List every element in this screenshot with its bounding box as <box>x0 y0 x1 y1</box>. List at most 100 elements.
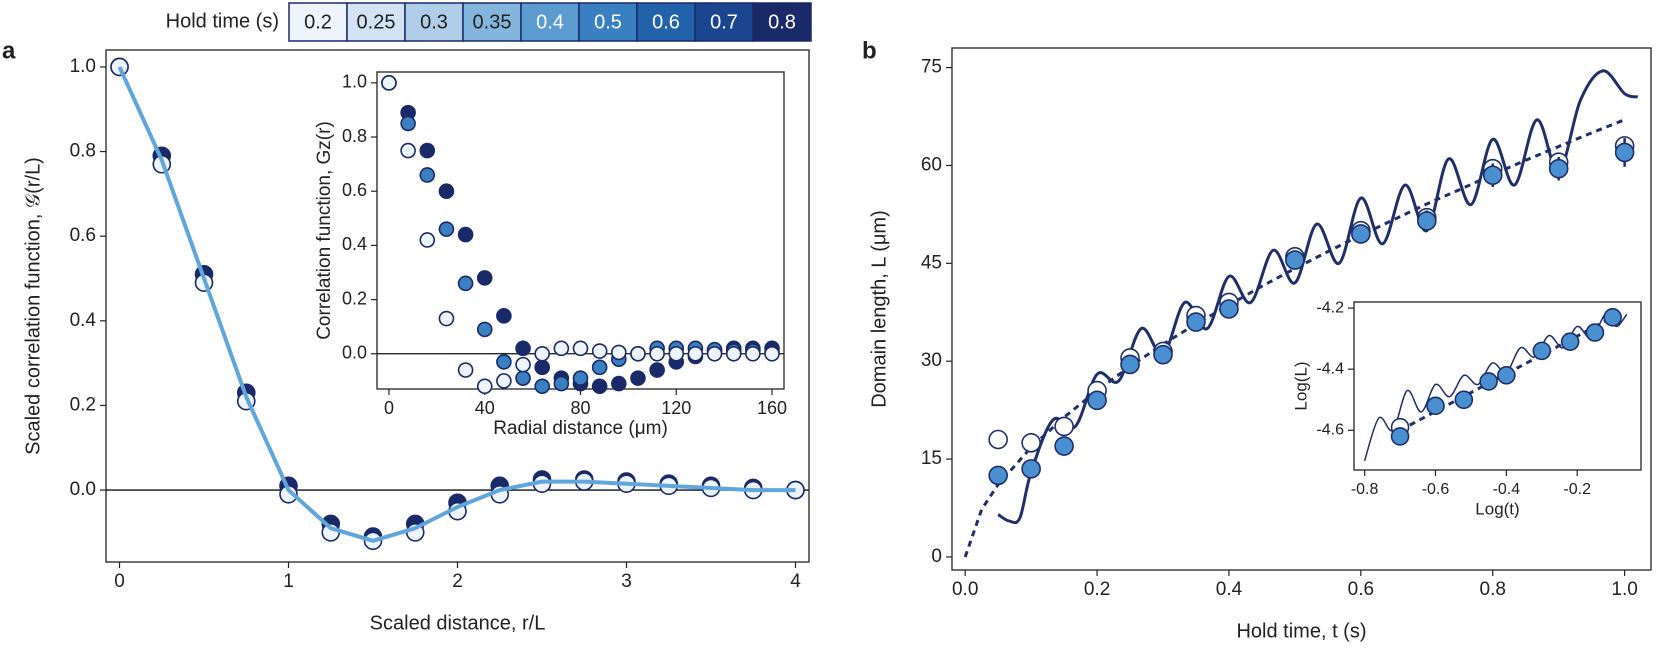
data-point <box>988 465 1008 486</box>
data-point <box>1186 312 1206 332</box>
data-point <box>745 345 761 362</box>
data-point <box>649 362 665 378</box>
colorbar-cell <box>404 2 464 42</box>
x-tick-label: -0.4 <box>1493 481 1521 498</box>
data-point <box>611 344 627 361</box>
data-line <box>997 69 1639 525</box>
data-point <box>476 378 493 395</box>
data-point <box>1021 432 1041 453</box>
data-point <box>764 345 780 362</box>
data-point <box>476 321 493 338</box>
data-point <box>400 142 416 159</box>
data-point <box>515 370 531 386</box>
colorbar-label: 0.7 <box>710 11 738 33</box>
data-point <box>1614 142 1635 163</box>
y-tick-label: 0.8 <box>342 126 367 146</box>
y-tick-label: 75 <box>921 57 942 78</box>
panel-letter: b <box>862 37 877 64</box>
y-tick-label: 0.4 <box>70 310 97 331</box>
x-tick-label: 0 <box>384 398 394 418</box>
data-point <box>476 270 493 286</box>
data-point <box>591 343 608 359</box>
y-tick-label: 0.4 <box>342 234 367 254</box>
y-tick-label: -4.4 <box>1316 360 1344 377</box>
data-point <box>1390 427 1410 446</box>
y-tick-label: 15 <box>921 448 942 469</box>
data-point <box>419 232 436 248</box>
data-point <box>1054 416 1074 437</box>
y-tick-label: 0.8 <box>70 141 96 162</box>
data-point <box>534 359 550 376</box>
data-point <box>110 57 129 77</box>
x-tick-label: 40 <box>475 398 495 418</box>
data-point <box>1454 390 1474 410</box>
data-point <box>457 275 474 292</box>
data-point <box>515 356 531 373</box>
colorbar-title: Hold time (s) <box>166 10 279 32</box>
x-axis-label: Log(t) <box>1475 499 1519 518</box>
data-point <box>1219 299 1239 319</box>
data-point <box>1054 436 1074 456</box>
x-tick-label: 0.8 <box>1480 579 1506 600</box>
colorbar-label: 0.25 <box>357 11 396 33</box>
data-point <box>1153 344 1173 365</box>
data-point <box>706 345 723 362</box>
data-point <box>496 373 512 389</box>
data-point <box>515 340 531 357</box>
y-tick-label: 0 <box>931 546 942 567</box>
x-axis-label: Hold time, t (s) <box>1236 620 1366 642</box>
data-point <box>553 340 570 357</box>
y-tick-label: 45 <box>921 252 942 273</box>
y-tick-label: 60 <box>921 154 942 175</box>
colorbar-label: 0.2 <box>304 11 332 33</box>
y-tick-label: 1.0 <box>342 72 367 92</box>
panel-1: 0 40 80 120 160 0.0 0.2 0.4 0.6 0.8 1.0 Radial dist… <box>314 71 787 439</box>
data-point <box>457 362 474 378</box>
y-tick-label: 0.2 <box>70 394 96 415</box>
x-tick-label: 0.0 <box>952 579 978 600</box>
x-tick-label: 0 <box>114 571 125 592</box>
colorbar-cell <box>636 2 696 42</box>
x-tick-label: -0.6 <box>1422 481 1450 498</box>
data-point <box>1285 250 1305 270</box>
data-point <box>1351 224 1371 244</box>
x-tick-label: 1.0 <box>1611 579 1637 600</box>
data-point <box>438 221 455 237</box>
y-tick-label: 1.0 <box>70 56 96 77</box>
x-tick-label: -0.8 <box>1351 481 1379 498</box>
y-axis-label: Correlation function, Gz(r) <box>314 121 335 340</box>
colorbar-label: 0.6 <box>652 11 680 33</box>
data-point <box>400 115 416 132</box>
panel-3: -0.8 -0.6 -0.4 -0.2 -4.6 -4.4 -4.2 Log(t) Log(L) <box>1291 299 1642 518</box>
y-tick-label: 0.2 <box>342 288 367 308</box>
data-point <box>1021 459 1041 479</box>
data-point <box>668 345 685 362</box>
panel-letter: a <box>2 37 16 64</box>
data-point <box>1479 372 1498 391</box>
colorbar-cell <box>520 2 580 42</box>
data-point <box>1532 341 1552 361</box>
x-tick-label: 3 <box>621 571 632 592</box>
data-point <box>1120 354 1140 375</box>
data-point <box>1603 307 1622 327</box>
data-point <box>419 142 436 159</box>
colorbar-cell <box>752 2 812 42</box>
x-tick-label: 80 <box>570 398 590 418</box>
y-tick-label: -4.6 <box>1316 422 1344 439</box>
y-tick-label: 0.6 <box>70 225 96 246</box>
colorbar-cell <box>288 2 348 42</box>
colorbar-label: 0.4 <box>536 11 564 33</box>
colorbar-label: 0.8 <box>768 11 796 33</box>
x-tick-label: 1 <box>283 571 294 592</box>
data-point <box>1585 323 1605 342</box>
x-axis-label: Scaled distance, r/L <box>370 612 546 634</box>
data-point <box>988 429 1008 450</box>
data-point <box>630 370 646 386</box>
y-tick-label: 0.6 <box>342 180 367 200</box>
fit-line <box>963 118 1626 558</box>
x-tick-label: -0.2 <box>1563 481 1591 498</box>
y-tick-label: 0.0 <box>70 479 96 500</box>
x-tick-label: 0.4 <box>1216 579 1243 600</box>
data-point <box>457 226 474 243</box>
